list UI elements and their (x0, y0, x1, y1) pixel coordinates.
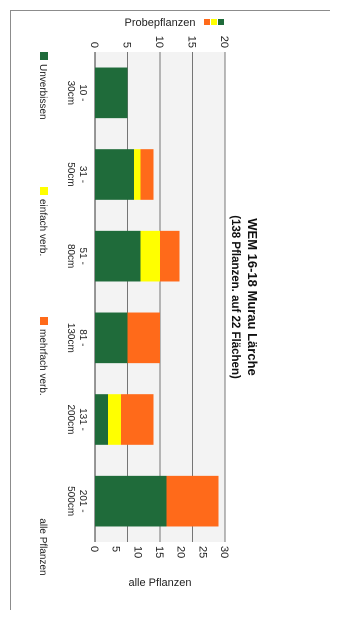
left-axis-label-group: Probepflanzen (125, 17, 196, 29)
legend: Unverbissen einfach verb. mehrfach verb. (37, 52, 48, 396)
category-label: 201 - (77, 490, 88, 513)
left-axis-label: Probepflanzen (125, 17, 196, 29)
axis-label-swatch (218, 19, 224, 25)
bar-segment-3 (121, 394, 154, 445)
bar-segment-2 (108, 394, 121, 445)
right-tick-label: 10 (131, 546, 143, 558)
right-tick-label: 25 (196, 546, 208, 558)
bar-segment-3 (140, 149, 154, 200)
left-tick-label: 15 (186, 36, 198, 48)
category-label: 131 - (77, 408, 88, 431)
right-tick-label: 0 (88, 546, 100, 552)
axis-label-swatch (211, 19, 217, 25)
chart-frame (10, 10, 330, 610)
right-axis-label: alle Pflanzen (129, 577, 192, 589)
right-tick-label: 30 (218, 546, 230, 558)
bar-segment-1 (95, 394, 108, 445)
right-tick-label: 15 (153, 546, 165, 558)
category-label: 31 - (77, 166, 88, 183)
bar-segment-3 (160, 230, 180, 282)
chart-subtitle: (138 Pflanzen. auf 22 Flächen) (229, 215, 241, 379)
bar-segment-3 (166, 475, 219, 527)
category-label: 81 - (77, 329, 88, 346)
legend-swatch (40, 52, 48, 60)
category-label: 130cm (65, 323, 76, 353)
category-label: 50cm (65, 162, 76, 186)
left-tick-label: 0 (88, 42, 100, 48)
bar-segment-2 (140, 230, 160, 282)
bar-segment-3 (127, 312, 160, 364)
legend-label: einfach verb. (37, 199, 48, 256)
chart-title: WEM 16-18 Murau Lärche (245, 218, 260, 376)
left-tick-label: 5 (121, 42, 133, 48)
legend-label: Unverbissen (37, 64, 48, 120)
right-tick-label: 5 (110, 546, 122, 552)
legend-label: mehrfach verb. (37, 329, 48, 396)
bar-segment-1 (95, 67, 128, 119)
legend-extra-label: alle Pflanzen (37, 518, 48, 575)
left-tick-label: 20 (218, 36, 230, 48)
bars (95, 67, 219, 527)
bar-segment-2 (134, 149, 141, 200)
legend-swatch (40, 187, 48, 195)
bar-segment-1 (95, 230, 141, 282)
category-label: 51 - (77, 248, 88, 265)
left-axis-ticks: 0 5 10 15 20 (88, 36, 230, 48)
bar-segment-1 (95, 312, 128, 364)
right-axis-label-group: alle Pflanzen (129, 577, 192, 589)
right-axis-ticks: 0 5 10 15 20 25 30 (88, 546, 230, 558)
category-label: 10 - (77, 84, 88, 101)
legend-swatch (40, 317, 48, 325)
category-label: 30cm (65, 81, 76, 105)
gridlines (94, 52, 226, 542)
left-axis-label-swatches (204, 19, 224, 25)
bar-segment-1 (95, 149, 134, 200)
left-tick-label: 10 (153, 36, 165, 48)
right-tick-label: 20 (175, 546, 187, 558)
bar-segment-1 (95, 475, 167, 527)
category-label: 200cm (65, 404, 76, 434)
axis-label-swatch (204, 19, 210, 25)
category-label: 80cm (65, 244, 76, 268)
category-label: 500cm (65, 486, 76, 516)
